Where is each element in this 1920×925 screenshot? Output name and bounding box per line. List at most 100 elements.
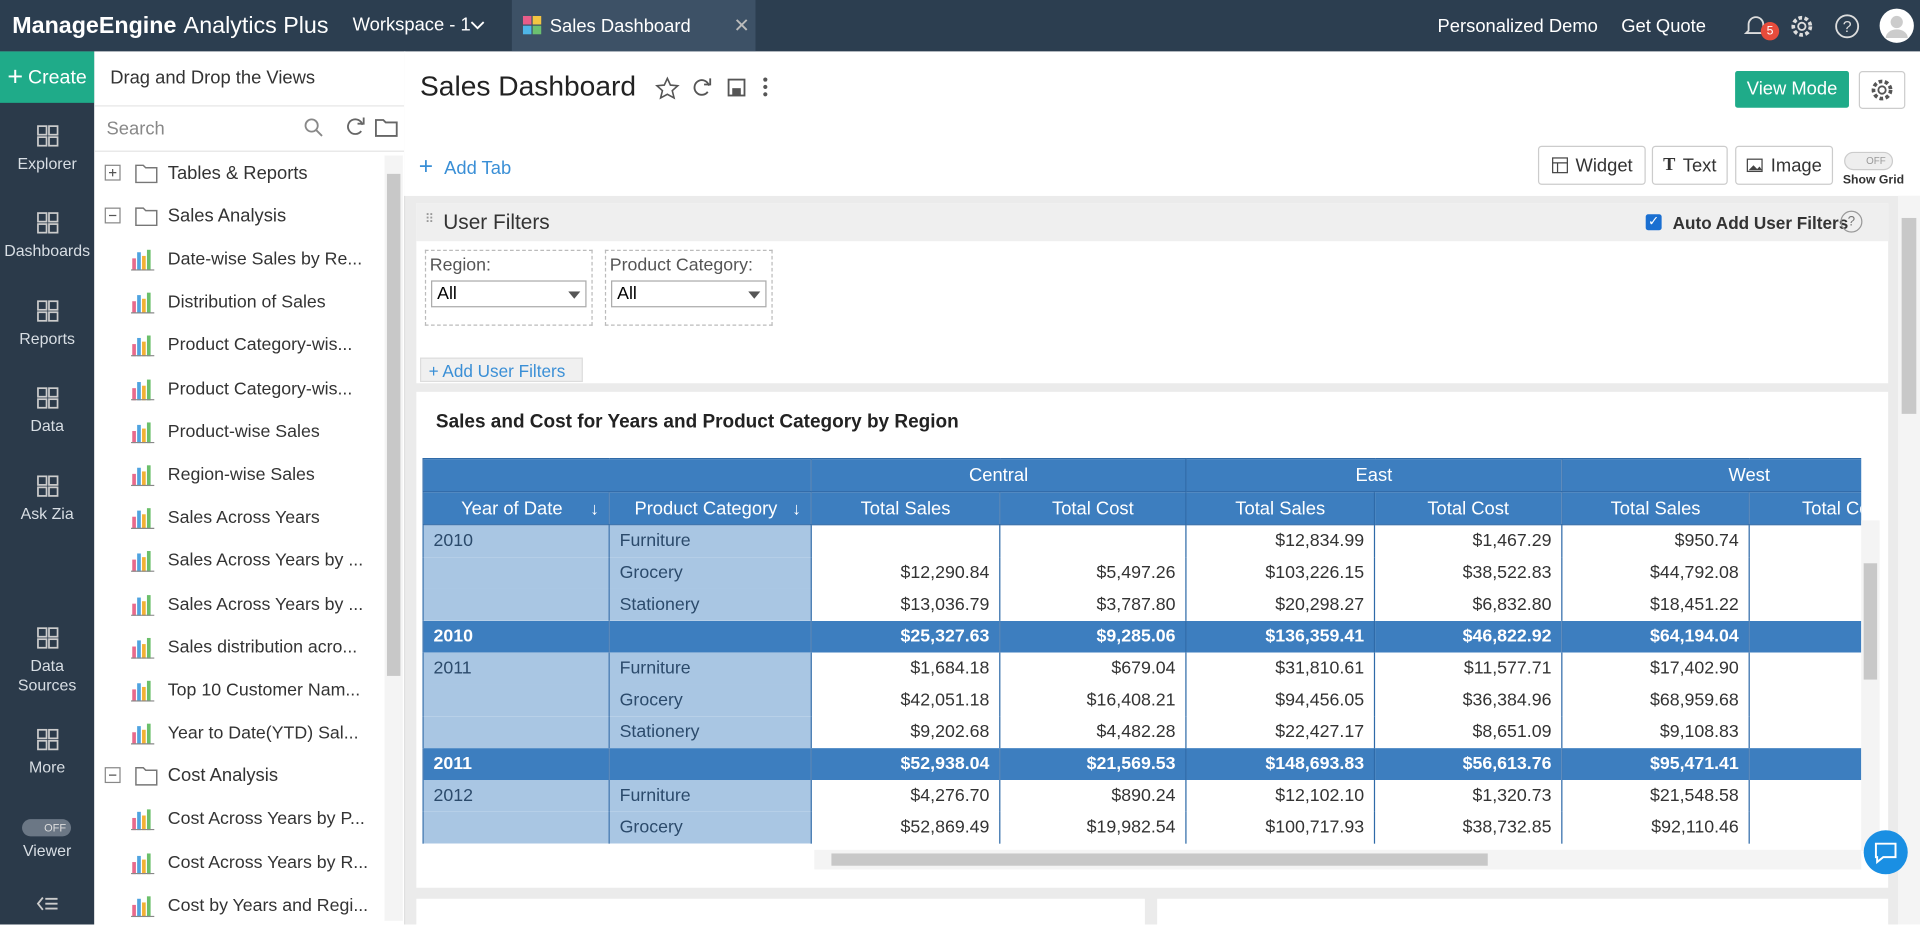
workspace[interactable]: Workspace - 1 <box>352 14 471 36</box>
category-cell <box>608 620 812 653</box>
tool-label: Image <box>1770 154 1822 176</box>
add-tab[interactable]: + Add Tab <box>418 153 512 181</box>
region-header: West <box>1561 457 1862 493</box>
sort-icon: ↓ <box>792 497 801 518</box>
brand: ManageEngine <box>12 13 177 40</box>
chat-button[interactable] <box>1862 829 1909 876</box>
search-input[interactable]: Search <box>106 118 165 140</box>
report-item[interactable]: Sales Across Years <box>94 500 382 537</box>
measure-header: Total Cost <box>999 491 1187 526</box>
widget-icon <box>1551 157 1568 174</box>
report-title: Sales and Cost for Years and Product Cat… <box>435 411 959 433</box>
report-item[interactable]: Date-wise Sales by Re... <box>94 241 382 278</box>
link[interactable]: Get Quote <box>1621 15 1706 37</box>
value-cell: $94,456.05 <box>1185 684 1376 717</box>
value-cell: $36,384.96 <box>1373 684 1563 717</box>
nav-item[interactable]: Ask Zia <box>0 473 94 524</box>
filter-label: Region: <box>429 255 492 276</box>
row-header[interactable]: Year of Date ↓ <box>422 491 610 526</box>
drag-handle[interactable]: ⠿ <box>424 213 434 227</box>
grid-toggle[interactable]: OFF <box>1844 151 1894 171</box>
folder[interactable]: Sales Analysis <box>94 198 382 235</box>
value-cell: $25,327.63 <box>810 620 1001 653</box>
checkbox[interactable]: ✓ <box>1645 214 1662 231</box>
tab-close[interactable]: ✕ <box>733 15 750 37</box>
value-cell: $890.24 <box>999 780 1187 812</box>
folder[interactable]: Tables & Reports <box>94 156 382 193</box>
value-cell: $3,787.80 <box>999 588 1187 621</box>
nav-item[interactable]: Viewer <box>22 841 72 860</box>
view-mode-button[interactable]: View Mode <box>1735 71 1849 108</box>
row-header-label: Product Category <box>634 497 778 519</box>
nav-item[interactable]: Data Sources <box>0 624 94 695</box>
collapse[interactable] <box>36 894 60 914</box>
report-item[interactable]: Product Category-wis... <box>94 371 382 408</box>
title-actions[interactable] <box>655 76 777 100</box>
value-cell <box>1748 588 1862 621</box>
report-icon <box>131 852 155 874</box>
nav-label: Reports <box>19 329 76 348</box>
add-filter[interactable]: + Add User Filters <box>420 357 583 383</box>
tool-button[interactable]: Widget <box>1537 145 1646 185</box>
nav-item[interactable]: Data <box>0 384 94 435</box>
product: Analytics Plus <box>183 13 329 40</box>
value-cell: $38,732.85 <box>1373 811 1563 844</box>
value-cell <box>1748 780 1862 812</box>
nav-item[interactable]: Dashboards <box>0 209 94 260</box>
help[interactable]: ? <box>1834 13 1860 39</box>
year-cell: 2011 <box>422 652 610 685</box>
filter-field: Region: All <box>424 249 593 326</box>
value-cell: $68,959.68 <box>1561 684 1750 717</box>
report-item[interactable]: Sales distribution acro... <box>94 629 382 666</box>
total-row: 2010 $25,327.63 $9,285.06 $136,359.41 $46,82… <box>422 620 1862 653</box>
nav-item[interactable]: Reports <box>0 298 94 349</box>
nav-item[interactable]: More <box>0 726 94 777</box>
tool-button[interactable]: Image <box>1735 145 1834 185</box>
report-item[interactable]: Year to Date(YTD) Sal... <box>94 715 382 752</box>
viewer-toggle[interactable]: OFF <box>22 819 72 837</box>
create-button[interactable]: + Create <box>0 51 95 103</box>
report-item[interactable]: Product-wise Sales <box>94 414 382 451</box>
category-cell: Grocery <box>608 811 812 844</box>
report-item[interactable]: Cost Across Years by R... <box>94 844 382 881</box>
data-row: 2011 Furniture $1,684.18 $679.04 $31,810.61 $… <box>422 652 1862 685</box>
report-name: Year to Date(YTD) Sal... <box>167 723 359 744</box>
notification-count: 5 <box>1760 22 1780 41</box>
h-scrollbar <box>814 849 1862 870</box>
row-header[interactable]: Product Category ↓ <box>608 491 812 526</box>
filter-select[interactable]: All <box>431 280 587 308</box>
report-item[interactable]: Sales Across Years by ... <box>94 586 382 623</box>
report-item[interactable]: Distribution of Sales <box>94 284 382 321</box>
link[interactable]: Personalized Demo <box>1437 15 1598 37</box>
report-item[interactable]: Sales Across Years by ... <box>94 543 382 580</box>
report-icon <box>131 637 155 659</box>
year-cell <box>422 588 610 621</box>
report-name: Sales Across Years by ... <box>167 594 364 615</box>
panel-actions[interactable] <box>345 116 399 138</box>
help[interactable]: ? <box>1840 210 1863 233</box>
value-cell: $12,102.10 <box>1185 780 1376 812</box>
avatar[interactable] <box>1878 7 1915 44</box>
tree: Tables & Reports Sales Analysis Date-wise … <box>94 156 384 925</box>
dashboard-settings[interactable] <box>1858 71 1906 109</box>
report-icon <box>131 551 155 573</box>
settings[interactable] <box>1789 13 1815 39</box>
report-item[interactable]: Product Category-wis... <box>94 327 382 364</box>
nav-item[interactable]: Explorer <box>0 122 94 173</box>
explorer-panel: Drag and Drop the Views Search Tables & … <box>94 51 406 925</box>
tool-button[interactable]: T Text <box>1651 145 1728 185</box>
report-name: Cost Across Years by R... <box>167 852 369 873</box>
table: Central East West Year of Date ↓ Product Cate… <box>422 457 1862 844</box>
folder[interactable]: Cost Analysis <box>94 758 382 795</box>
report-item[interactable]: Cost Across Years by P... <box>94 801 382 838</box>
report-icon <box>131 896 155 917</box>
filter-select[interactable]: All <box>611 280 767 308</box>
report-name: Sales Across Years by ... <box>167 551 364 572</box>
year-cell: 2012 <box>422 780 610 812</box>
report-name: Product Category-wis... <box>167 379 353 399</box>
report-item[interactable]: Cost by Years and Regi... <box>94 888 382 925</box>
value-cell: $42,051.18 <box>810 684 1001 717</box>
report-item[interactable]: Top 10 Customer Nam... <box>94 672 382 709</box>
report-item[interactable]: Region-wise Sales <box>94 457 382 494</box>
tab[interactable]: Sales Dashboard ✕ <box>511 0 756 52</box>
